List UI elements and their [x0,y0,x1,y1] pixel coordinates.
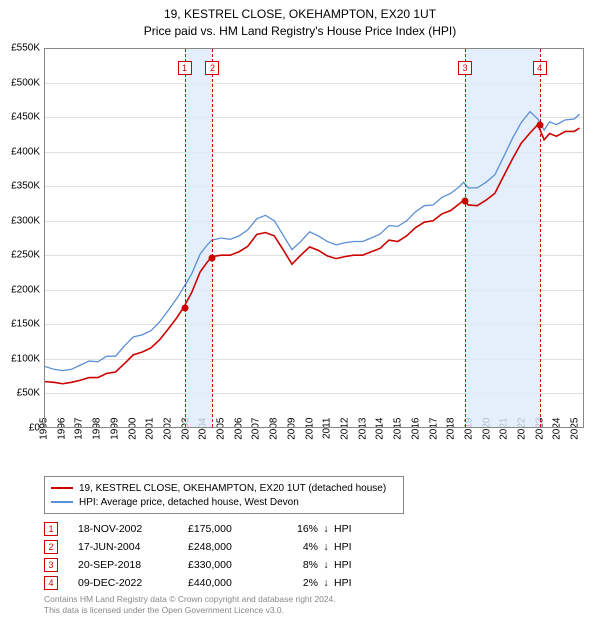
event-line [212,49,213,427]
event-table-pct: 4% [278,541,318,553]
event-dot [181,305,188,312]
event-table-date: 09-DEC-2022 [78,577,188,589]
event-table-row: 2 17-JUN-2004£248,0004%↓HPI [44,538,364,556]
legend-label: 19, KESTREL CLOSE, OKEHAMPTON, EX20 1UT … [79,483,386,494]
ytick-label: £400K [2,146,40,157]
footer: Contains HM Land Registry data © Crown c… [44,594,336,615]
event-table-row: 1 18-NOV-2002£175,00016%↓HPI [44,520,364,538]
event-line [185,49,186,427]
event-table-num: 4 [44,576,58,590]
event-marker: 3 [458,61,472,75]
event-marker: 2 [205,61,219,75]
ytick-label: £550K [2,43,40,54]
ytick-label: £300K [2,215,40,226]
legend-label: HPI: Average price, detached house, West… [79,497,299,508]
title-line-1: 19, KESTREL CLOSE, OKEHAMPTON, EX20 1UT [0,6,600,23]
event-table-row: 3 20-SEP-2018£330,0008%↓HPI [44,556,364,574]
legend: 19, KESTREL CLOSE, OKEHAMPTON, EX20 1UT … [44,476,404,514]
title-block: 19, KESTREL CLOSE, OKEHAMPTON, EX20 1UT … [0,0,600,40]
legend-swatch [51,501,73,503]
event-dot [536,122,543,129]
event-table-tag: HPI [334,523,364,535]
event-table-num: 3 [44,558,58,572]
plot-area: 12 3 4 [44,48,584,428]
event-dot [461,198,468,205]
event-table-row: 4 09-DEC-2022£440,0002%↓HPI [44,574,364,592]
event-table-price: £248,000 [188,541,278,553]
chart-container: 19, KESTREL CLOSE, OKEHAMPTON, EX20 1UT … [0,0,600,620]
arrow-down-icon: ↓ [318,559,334,571]
event-table-tag: HPI [334,559,364,571]
event-line [540,49,541,427]
arrow-down-icon: ↓ [318,541,334,553]
ytick-label: £100K [2,353,40,364]
event-table-pct: 16% [278,523,318,535]
event-table-num: 2 [44,540,58,554]
event-table-price: £440,000 [188,577,278,589]
ytick-label: £50K [2,388,40,399]
footer-line-2: This data is licensed under the Open Gov… [44,605,336,616]
legend-swatch [51,487,73,489]
title-line-2: Price paid vs. HM Land Registry's House … [0,23,600,40]
legend-row: HPI: Average price, detached house, West… [51,495,397,509]
event-line [465,49,466,427]
ytick-label: £450K [2,112,40,123]
event-table-date: 20-SEP-2018 [78,559,188,571]
ytick-label: £500K [2,77,40,88]
legend-row: 19, KESTREL CLOSE, OKEHAMPTON, EX20 1UT … [51,481,397,495]
event-marker: 1 [178,61,192,75]
event-table: 118-NOV-2002£175,00016%↓HPI217-JUN-2004£… [44,520,364,592]
event-table-date: 17-JUN-2004 [78,541,188,553]
ytick-label: £350K [2,181,40,192]
series-hpi [45,112,580,371]
event-table-pct: 2% [278,577,318,589]
event-table-price: £175,000 [188,523,278,535]
event-marker: 4 [533,61,547,75]
ytick-label: £150K [2,319,40,330]
event-table-num: 1 [44,522,58,536]
ytick-label: £250K [2,250,40,261]
footer-line-1: Contains HM Land Registry data © Crown c… [44,594,336,605]
arrow-down-icon: ↓ [318,577,334,589]
event-table-date: 18-NOV-2002 [78,523,188,535]
event-table-pct: 8% [278,559,318,571]
line-layer [45,49,583,427]
ytick-label: £200K [2,284,40,295]
event-table-tag: HPI [334,541,364,553]
event-table-tag: HPI [334,577,364,589]
event-dot [209,254,216,261]
event-table-price: £330,000 [188,559,278,571]
ytick-label: £0 [2,423,40,434]
arrow-down-icon: ↓ [318,523,334,535]
